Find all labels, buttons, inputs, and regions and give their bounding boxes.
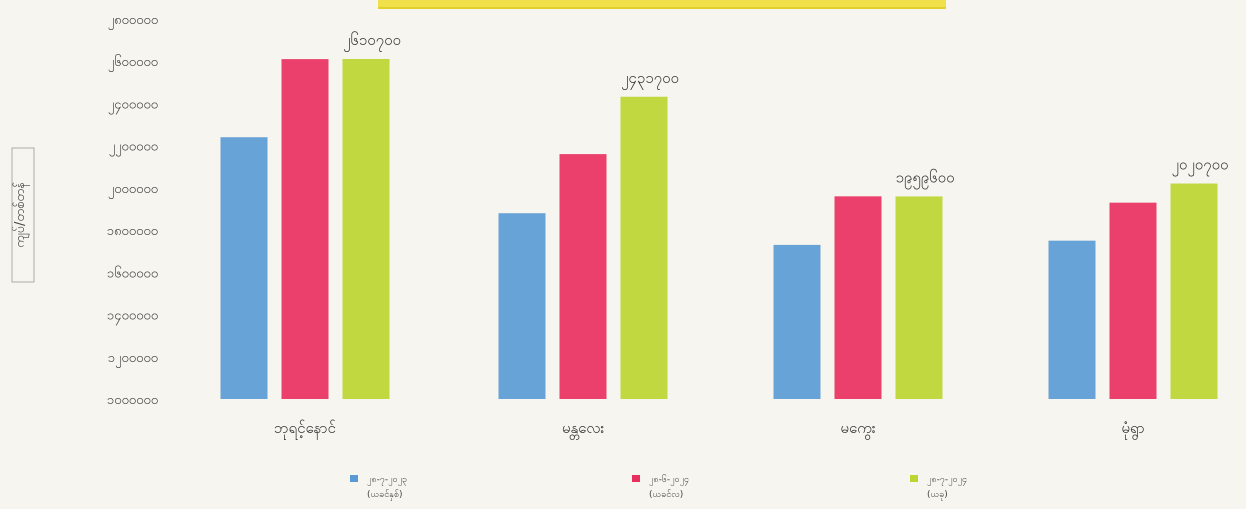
bar-2-3 — [834, 196, 882, 399]
data-label: ၂၀၂၀၇၀၀ — [1172, 156, 1229, 177]
category-label: မုံရွာ — [1121, 419, 1144, 440]
y-tick-label: ၂၂၀၀၀၀၀ — [109, 140, 158, 157]
y-axis-label: ကျပ်/တစ်တန် — [12, 182, 30, 248]
category-label: မကွေး — [840, 419, 875, 440]
y-tick-label: ၂၀၀၀၀၀၀ — [108, 182, 158, 199]
y-axis-label-box — [11, 147, 35, 283]
bar-2-4 — [1109, 202, 1157, 399]
data-label: ၁၉၅၉၆၀၀ — [895, 168, 954, 189]
legend-swatch — [910, 475, 918, 482]
title-banner — [378, 0, 946, 9]
bar-1-4 — [1048, 240, 1096, 399]
bar-3-2 — [620, 96, 668, 399]
bar-3-1 — [342, 58, 390, 400]
bar-1-2 — [498, 213, 546, 399]
bar-3-3 — [895, 196, 943, 399]
y-tick-label: ၁၄၀၀၀၀၀ — [107, 309, 158, 326]
bar-1-1 — [220, 137, 268, 399]
data-label: ၂၆၁၀၇၀၀ — [343, 31, 401, 52]
legend-label: ၂၈-၇-၂၀၂၄ — [927, 475, 967, 486]
y-tick-label: ၁၆၀၀၀၀၀ — [107, 265, 158, 281]
y-tick-label: ၂၈၀၀၀၀၀ — [108, 13, 158, 30]
y-tick-label: ၂၄၀၀၀၀၀ — [108, 97, 158, 114]
y-tick-label: ၁၀၀၀၀၀၀ — [107, 393, 158, 408]
legend-swatch — [632, 475, 640, 482]
legend-label: ၂၈-၇-၂၀၂၃ — [367, 475, 407, 486]
legend-note: (ယခင်လ) — [649, 489, 683, 500]
bar-2-1 — [281, 59, 329, 399]
legend-note: (ယခု) — [927, 490, 948, 501]
bar-3-4 — [1170, 183, 1218, 399]
legend-swatch — [350, 475, 358, 482]
y-tick-label: ၂၆၀၀၀၀၀ — [108, 54, 158, 72]
legend-note: (ယခင်နှစ်) — [367, 489, 403, 501]
legend-label: ၂၈-၆-၂၀၂၄ — [649, 474, 689, 486]
category-label: မန္တလေး — [562, 419, 605, 440]
category-label: ဘုရင့်နောင် — [274, 419, 336, 440]
y-tick-label: ၁၂၀၀၀၀၀ — [108, 351, 158, 368]
bar-2-2 — [559, 154, 607, 399]
bar-1-3 — [773, 244, 821, 399]
y-tick-label: ၁၈၀၀၀၀၀ — [107, 224, 158, 239]
data-label: ၂၄၃၁၇၀၀ — [621, 69, 679, 90]
